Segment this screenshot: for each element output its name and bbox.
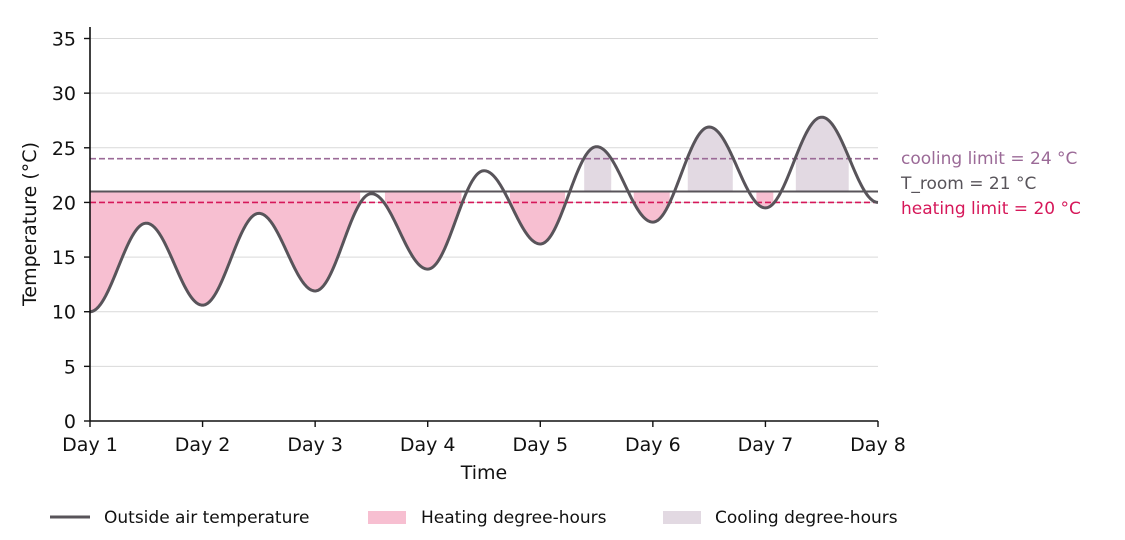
reference-lines [90, 157, 878, 204]
heating-area [90, 191, 361, 312]
heating-area [633, 191, 670, 223]
x-tick-label: Day 2 [175, 434, 231, 456]
temperature-series [89, 115, 879, 314]
heating-area [509, 191, 566, 244]
y-tick-label: 20 [52, 192, 76, 214]
cooling-area [795, 117, 849, 192]
x-tick-label: Day 8 [850, 434, 906, 456]
x-tick-label: Day 6 [625, 434, 681, 456]
heating-area [384, 191, 462, 270]
x-axis-label: Time [460, 462, 508, 484]
degree-hour-areas [90, 117, 849, 312]
y-tick-label: 35 [52, 29, 76, 51]
legend-label-cooling: Cooling degree-hours [715, 508, 898, 528]
y-ticks: 0 5 10 15 20 25 30 35 [52, 29, 90, 433]
legend-swatch-heating [368, 511, 406, 524]
y-tick-label: 5 [64, 356, 76, 378]
room-temperature-label: T_room = 21 °C [900, 174, 1036, 194]
legend-label-temperature: Outside air temperature [104, 508, 309, 528]
cooling-limit-label: cooling limit = 24 °C [901, 149, 1077, 169]
x-tick-label: Day 7 [738, 434, 794, 456]
y-tick-label: 30 [52, 83, 76, 105]
y-tick-label: 10 [52, 302, 76, 324]
x-ticks: Day 1 Day 2 Day 3 Day 4 Day 5 Day 6 Day 7 Day 8 [62, 421, 906, 456]
outside-air-temperature-line [89, 115, 879, 314]
y-tick-label: 15 [52, 247, 76, 269]
cooling-area [687, 127, 733, 192]
cooling-area [584, 146, 612, 192]
y-tick-label: 0 [64, 411, 76, 433]
x-tick-label: Day 3 [287, 434, 343, 456]
y-axis-label: Temperature (°C) [19, 142, 41, 307]
legend: Outside air temperature Heating degree-h… [50, 508, 898, 528]
x-tick-label: Day 5 [512, 434, 568, 456]
heating-area [756, 191, 774, 208]
legend-label-heating: Heating degree-hours [421, 508, 607, 528]
y-tick-label: 25 [52, 138, 76, 160]
heating-limit-label: heating limit = 20 °C [901, 199, 1081, 219]
x-tick-label: Day 4 [400, 434, 456, 456]
x-tick-label: Day 1 [62, 434, 118, 456]
legend-swatch-cooling [663, 511, 701, 524]
